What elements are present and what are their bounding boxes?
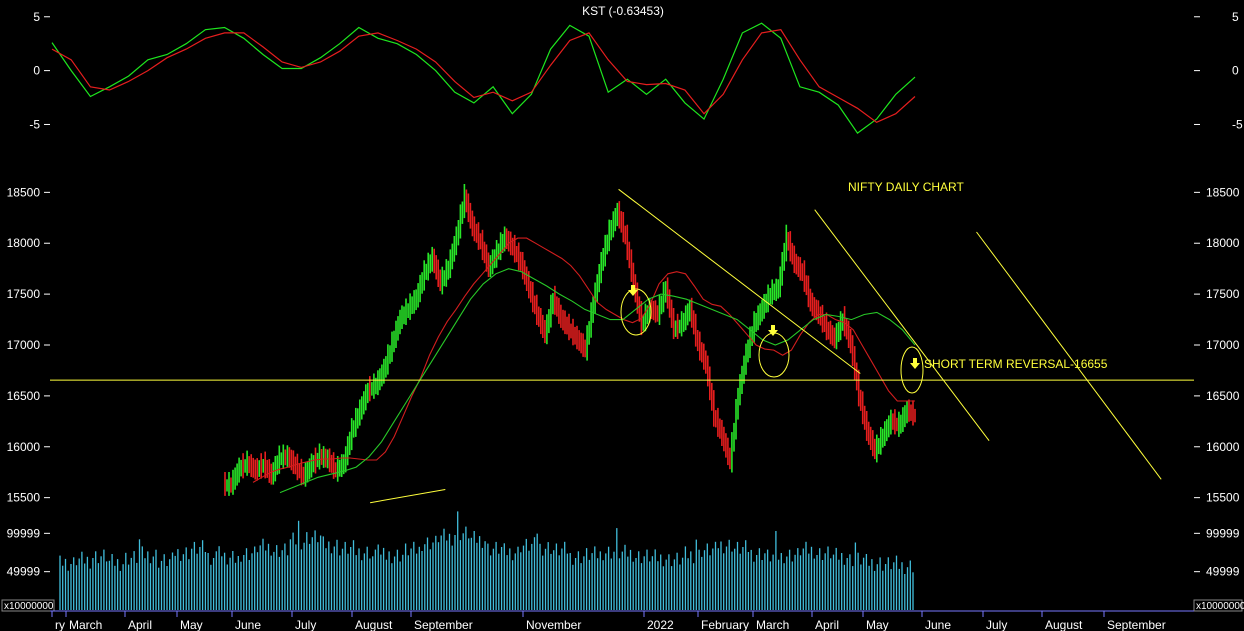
month-label: September <box>1107 618 1166 631</box>
kst-tick-left: -5 <box>29 117 40 131</box>
price-axis: 18500 18500 18000 18000 17500 17500 17000 17000… <box>7 185 1240 504</box>
volume-tick-right: 49999 <box>1206 565 1240 579</box>
month-label: 2022 <box>647 618 674 631</box>
month-label: March <box>756 618 789 631</box>
month-label: July <box>986 618 1007 631</box>
volume-bars <box>59 511 914 610</box>
month-label: August <box>1045 618 1083 631</box>
volume-tick-right: 99999 <box>1206 526 1240 540</box>
month-labels: ry March April May June July August September No… <box>51 611 1166 631</box>
month-label: November <box>526 618 581 631</box>
volume-scale-right: x10000000 <box>1196 601 1244 612</box>
price-tick-right: 16500 <box>1206 389 1240 403</box>
price-tick-right: 17500 <box>1206 287 1240 301</box>
down-arrow-icon <box>768 325 778 336</box>
highlight-circle <box>620 288 652 336</box>
month-label: March <box>69 618 102 631</box>
volume-scale-box-right <box>1193 599 1243 612</box>
kst-axis: 5 5 0 0 -5 -5 <box>29 10 1243 132</box>
price-tick-left: 17000 <box>7 338 41 352</box>
month-label: February <box>701 618 749 631</box>
volume-panel: 99999 99999 49999 49999 x10000000 x10000000 <box>1 511 1244 612</box>
trendline <box>370 489 446 504</box>
kst-tick-left: 0 <box>33 64 40 78</box>
kst-title: KST (-0.63453) <box>582 4 664 18</box>
month-label: April <box>815 618 839 631</box>
time-axis: ry March April May June July August September No… <box>50 610 1194 631</box>
price-tick-left: 17500 <box>7 287 41 301</box>
month-label: June <box>925 618 951 631</box>
moving-averages <box>252 237 916 494</box>
kst-signal-line <box>51 29 916 123</box>
ema-long-line <box>279 268 916 494</box>
trendline <box>618 188 861 374</box>
price-tick-left: 18500 <box>7 185 41 199</box>
volume-scale-left: x10000000 <box>4 601 54 612</box>
month-label: July <box>295 618 316 631</box>
price-tick-left: 16500 <box>7 389 41 403</box>
month-label: September <box>414 618 473 631</box>
month-label: April <box>128 618 152 631</box>
kst-lines <box>51 22 916 134</box>
month-label: May <box>180 618 203 631</box>
volume-scale-box-left <box>1 599 55 612</box>
chart-annotation-title: NIFTY DAILY CHART <box>848 180 964 194</box>
kst-tick-right: -5 <box>1232 117 1243 131</box>
kst-tick-right: 0 <box>1232 64 1239 78</box>
price-tick-right: 18500 <box>1206 185 1240 199</box>
price-tick-right: 16000 <box>1206 440 1240 454</box>
price-tick-left: 16000 <box>7 440 41 454</box>
kst-tick-left: 5 <box>33 10 40 24</box>
down-arrow-icon <box>628 285 638 296</box>
down-arrow-icon <box>910 358 920 369</box>
trend-annotations <box>50 188 1194 504</box>
highlight-circle <box>900 346 924 394</box>
reversal-label: SHORT TERM REVERSAL-16655 <box>924 357 1108 371</box>
price-tick-right: 15500 <box>1206 491 1240 505</box>
volume-tick-left: 99999 <box>7 526 41 540</box>
trendline <box>976 231 1162 480</box>
trendline <box>814 209 990 442</box>
volume-axis: 99999 99999 49999 49999 <box>7 526 1240 578</box>
price-tick-left: 18000 <box>7 236 41 250</box>
price-tick-right: 18000 <box>1206 236 1240 250</box>
price-tick-left: 15500 <box>7 491 41 505</box>
kst-panel: KST (-0.63453) 5 5 0 0 -5 -5 <box>29 4 1243 134</box>
price-panel: NIFTY DAILY CHART SHORT TERM REVERSAL-16… <box>7 180 1240 505</box>
price-bars <box>224 184 916 496</box>
month-label: June <box>235 618 261 631</box>
volume-tick-left: 49999 <box>7 565 41 579</box>
price-tick-right: 17000 <box>1206 338 1240 352</box>
month-label: ry <box>55 618 65 631</box>
ema-short-line <box>252 237 915 483</box>
kst-tick-right: 5 <box>1232 10 1239 24</box>
month-label: August <box>355 618 393 631</box>
month-label: May <box>866 618 889 631</box>
